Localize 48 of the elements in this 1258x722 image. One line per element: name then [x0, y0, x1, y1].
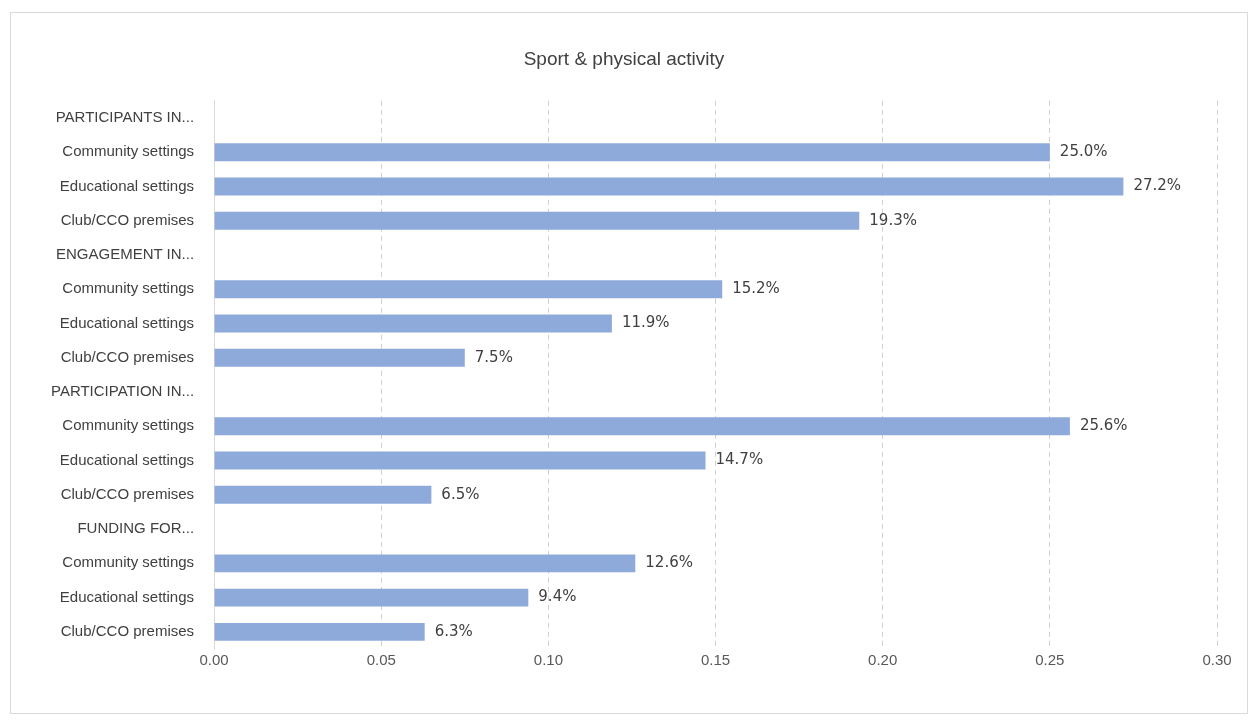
data-label: 15.2%	[732, 279, 780, 298]
x-tick-label: 0.10	[533, 651, 563, 669]
y-tick-label: Educational settings	[59, 176, 195, 194]
y-tick-label: PARTICIPATION IN...	[50, 382, 195, 400]
y-tick-label: Educational settings	[59, 587, 195, 605]
y-tick-label: Club/CCO premises	[60, 210, 195, 228]
y-tick-label: ENGAGEMENT IN...	[55, 245, 195, 263]
bar	[214, 417, 1070, 436]
bar	[214, 280, 723, 299]
bar	[214, 588, 529, 607]
data-label: 27.2%	[1133, 176, 1182, 195]
y-tick-label: PARTICIPANTS IN...	[55, 108, 195, 126]
data-label: 9.4%	[538, 587, 577, 606]
data-label: 19.3%	[869, 210, 917, 229]
bar	[214, 622, 425, 641]
y-tick-label: FUNDING FOR...	[77, 519, 195, 537]
data-label: 12.6%	[645, 553, 693, 572]
y-tick-label: Educational settings	[59, 313, 195, 331]
bar	[214, 211, 860, 230]
y-tick-label: Community settings	[62, 279, 195, 297]
bar	[214, 314, 612, 333]
y-tick-label: Community settings	[62, 553, 195, 571]
data-label: 7.5%	[474, 347, 513, 366]
bar	[214, 143, 1050, 162]
bar	[214, 485, 432, 504]
y-tick-label: Educational settings	[59, 450, 195, 468]
y-tick-label: Community settings	[62, 416, 195, 434]
x-tick-label: 0.30	[1202, 651, 1232, 669]
data-label: 25.0%	[1059, 142, 1108, 161]
x-tick-label: 0.20	[868, 651, 898, 669]
data-label: 6.3%	[434, 621, 473, 640]
x-tick-label: 0.25	[1035, 651, 1065, 669]
x-tick-label: 0.15	[700, 651, 731, 669]
data-label: 25.6%	[1079, 416, 1128, 435]
x-tick-label: 0.05	[366, 651, 396, 669]
data-label: 14.7%	[715, 450, 764, 469]
bar	[214, 177, 1124, 196]
data-label: 6.5%	[441, 484, 480, 503]
x-tick-label: 0.00	[199, 651, 229, 669]
chart-title: Sport & physical activity	[523, 47, 725, 69]
bar	[214, 451, 706, 470]
y-tick-label: Club/CCO premises	[60, 622, 195, 640]
y-tick-label: Club/CCO premises	[60, 347, 195, 365]
bar	[214, 554, 636, 573]
y-tick-label: Community settings	[62, 142, 195, 160]
y-tick-label: Club/CCO premises	[60, 484, 195, 502]
data-label: 11.9%	[621, 313, 670, 332]
bar	[214, 348, 465, 367]
